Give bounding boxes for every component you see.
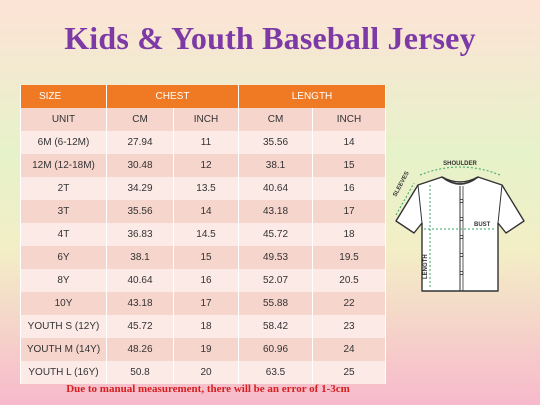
length-cm-cell: 52.07 xyxy=(238,269,313,292)
shoulder-label: SHOULDER xyxy=(443,161,477,167)
chest-cm-cell: 40.64 xyxy=(106,269,174,292)
size-cell: 6Y xyxy=(20,246,107,269)
chest-inch-cell: 12 xyxy=(173,154,239,177)
left-sleeve-seam xyxy=(417,184,423,224)
table-row: YOUTH S (12Y) 45.72 18 58.42 23 xyxy=(20,315,386,338)
bust-label: BUST xyxy=(474,222,491,228)
header-length: LENGTH xyxy=(238,85,386,108)
length-inch-cell: 14 xyxy=(312,131,386,154)
jersey-measurement-diagram: SHOULDER SLEEVES BUST LENGTH xyxy=(392,161,525,292)
length-inch-cell: 24 xyxy=(312,338,386,361)
length-inch-cell: 15 xyxy=(312,154,386,177)
chest-cm-cell: 27.94 xyxy=(106,131,174,154)
length-inch-cell: 16 xyxy=(312,177,386,200)
unit-length-cm: CM xyxy=(238,108,313,131)
size-cell: 3T xyxy=(20,200,107,223)
chest-inch-cell: 14.5 xyxy=(173,223,239,246)
measurement-note: Due to manual measurement, there will be… xyxy=(66,383,350,395)
chest-cm-cell: 36.83 xyxy=(106,223,174,246)
chest-inch-cell: 13.5 xyxy=(173,177,239,200)
chest-inch-cell: 17 xyxy=(173,292,239,315)
size-cell: YOUTH S (12Y) xyxy=(20,315,107,338)
header-chest: CHEST xyxy=(106,85,239,108)
length-cm-cell: 35.56 xyxy=(238,131,313,154)
table-row: 8Y 40.64 16 52.07 20.5 xyxy=(20,269,386,292)
chest-inch-cell: 14 xyxy=(173,200,239,223)
length-cm-cell: 55.88 xyxy=(238,292,313,315)
unit-label: UNIT xyxy=(20,108,107,131)
table-header-row: SIZE CHEST LENGTH xyxy=(20,85,386,108)
unit-length-inch: INCH xyxy=(312,108,386,131)
size-cell: 2T xyxy=(20,177,107,200)
chest-cm-cell: 43.18 xyxy=(106,292,174,315)
table-row: 10Y 43.18 17 55.88 22 xyxy=(20,292,386,315)
chest-cm-cell: 38.1 xyxy=(106,246,174,269)
size-cell: 4T xyxy=(20,223,107,246)
chest-inch-cell: 11 xyxy=(173,131,239,154)
chest-cm-cell: 48.26 xyxy=(106,338,174,361)
length-label: LENGTH xyxy=(423,254,429,279)
size-cell: 8Y xyxy=(20,269,107,292)
chest-cm-cell: 34.29 xyxy=(106,177,174,200)
shoulder-measure-line xyxy=(419,166,501,176)
size-cell: YOUTH M (14Y) xyxy=(20,338,107,361)
size-cell: 10Y xyxy=(20,292,107,315)
length-cm-cell: 38.1 xyxy=(238,154,313,177)
table-row: 12M (12-18M) 30.48 12 38.1 15 xyxy=(20,154,386,177)
table-row: YOUTH M (14Y) 48.26 19 60.96 24 xyxy=(20,338,386,361)
table-row: 4T 36.83 14.5 45.72 18 xyxy=(20,223,386,246)
chest-inch-cell: 20 xyxy=(173,361,239,384)
unit-chest-inch: INCH xyxy=(173,108,239,131)
chest-inch-cell: 18 xyxy=(173,315,239,338)
size-chart-table: SIZE CHEST LENGTH UNIT CM INCH CM INCH 6… xyxy=(20,85,386,384)
length-cm-cell: 49.53 xyxy=(238,246,313,269)
chest-cm-cell: 45.72 xyxy=(106,315,174,338)
length-inch-cell: 18 xyxy=(312,223,386,246)
size-cell: YOUTH L (16Y) xyxy=(20,361,107,384)
jersey-buttons xyxy=(459,199,464,276)
length-cm-cell: 40.64 xyxy=(238,177,313,200)
chest-inch-cell: 15 xyxy=(173,246,239,269)
length-cm-cell: 60.96 xyxy=(238,338,313,361)
length-cm-cell: 43.18 xyxy=(238,200,313,223)
length-inch-cell: 23 xyxy=(312,315,386,338)
unit-row: UNIT CM INCH CM INCH xyxy=(20,108,386,131)
length-cm-cell: 58.42 xyxy=(238,315,313,338)
length-inch-cell: 25 xyxy=(312,361,386,384)
jersey-collar xyxy=(441,176,479,185)
table-row: YOUTH L (16Y) 50.8 20 63.5 25 xyxy=(20,361,386,384)
length-cm-cell: 63.5 xyxy=(238,361,313,384)
table-row: 3T 35.56 14 43.18 17 xyxy=(20,200,386,223)
table-row: 6M (6-12M) 27.94 11 35.56 14 xyxy=(20,131,386,154)
chest-inch-cell: 16 xyxy=(173,269,239,292)
length-inch-cell: 20.5 xyxy=(312,269,386,292)
length-cm-cell: 45.72 xyxy=(238,223,313,246)
chest-cm-cell: 30.48 xyxy=(106,154,174,177)
page-title: Kids & Youth Baseball Jersey xyxy=(64,20,476,56)
table-row: 6Y 38.1 15 49.53 19.5 xyxy=(20,246,386,269)
length-inch-cell: 22 xyxy=(312,292,386,315)
table-row: 2T 34.29 13.5 40.64 16 xyxy=(20,177,386,200)
chest-inch-cell: 19 xyxy=(173,338,239,361)
right-sleeve-seam xyxy=(497,184,503,224)
size-cell: 12M (12-18M) xyxy=(20,154,107,177)
length-inch-cell: 17 xyxy=(312,200,386,223)
length-inch-cell: 19.5 xyxy=(312,246,386,269)
chest-cm-cell: 50.8 xyxy=(106,361,174,384)
size-cell: 6M (6-12M) xyxy=(20,131,107,154)
header-size: SIZE xyxy=(20,85,107,108)
unit-chest-cm: CM xyxy=(106,108,174,131)
chest-cm-cell: 35.56 xyxy=(106,200,174,223)
